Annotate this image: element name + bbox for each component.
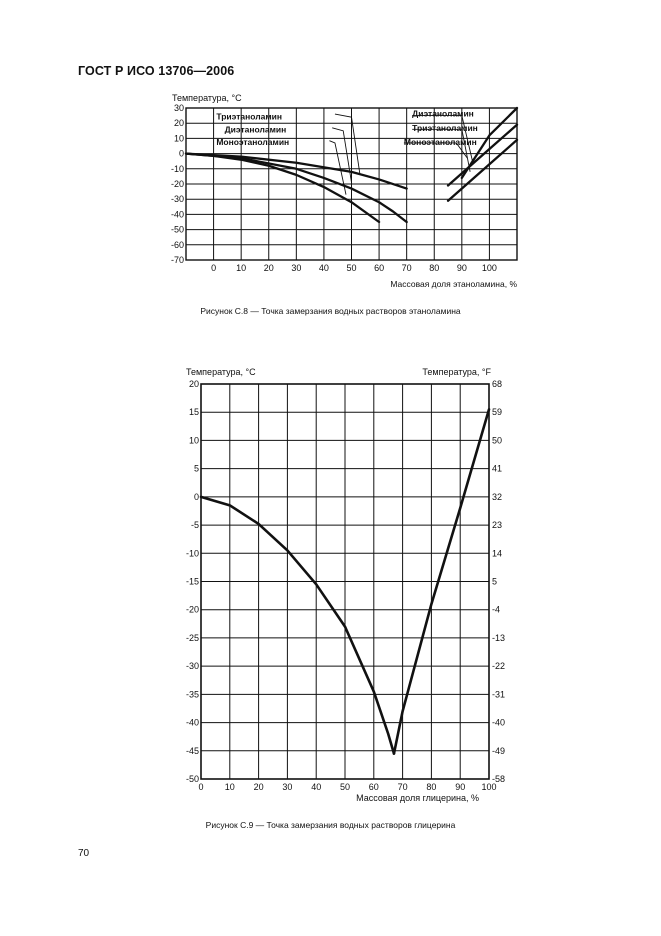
y-tick-label: 0 — [194, 492, 199, 502]
curve-label-leader — [334, 113, 361, 174]
x-tick-label: 60 — [369, 782, 379, 792]
x-tick-label: 30 — [291, 263, 301, 273]
x-tick-label: 100 — [482, 263, 497, 273]
series-line-3 — [184, 152, 408, 190]
x-tick-label: 80 — [426, 782, 436, 792]
y-tick-label: -25 — [186, 633, 199, 643]
y-tick-label: -20 — [186, 605, 199, 615]
y-tick-label-right: -4 — [492, 605, 500, 615]
x-tick-label: 40 — [319, 263, 329, 273]
y-axis-label: Температура, °С — [186, 367, 256, 377]
curve-label-leader — [329, 140, 347, 195]
y-tick-label: -5 — [191, 520, 199, 530]
y-tick-label: -50 — [171, 225, 184, 235]
y-axis-label: Температура, °С — [172, 93, 242, 103]
x-tick-label: 10 — [225, 782, 235, 792]
x-tick-label: 90 — [457, 263, 467, 273]
x-tick-label: 0 — [198, 782, 203, 792]
y-tick-label-right: 41 — [492, 464, 502, 474]
x-tick-label: 50 — [340, 782, 350, 792]
x-tick-label: 10 — [236, 263, 246, 273]
curve-label: Моноэтаноламин — [404, 137, 477, 147]
y-tick-label: 30 — [174, 103, 184, 113]
y-tick-label: 20 — [189, 379, 199, 389]
curve-label: Триэтаноламин — [412, 123, 478, 133]
plot-frame — [200, 383, 490, 780]
y-tick-label: -70 — [171, 255, 184, 265]
y-tick-label: -30 — [186, 661, 199, 671]
curve-label-leader — [412, 115, 474, 163]
y-tick-label: 15 — [189, 407, 199, 417]
document-header: ГОСТ Р ИСО 13706—2006 — [78, 64, 235, 78]
y-tick-label-right: 23 — [492, 520, 502, 530]
series-line-6 — [460, 106, 519, 180]
y-tick-label: -30 — [171, 194, 184, 204]
y-tick-label: -40 — [171, 209, 184, 219]
curve-label: Моноэтаноламин — [216, 137, 289, 147]
y-tick-label-right: -58 — [492, 774, 505, 784]
y-tick-label-right: -49 — [492, 746, 505, 756]
figure-caption-c8: Рисунок С.8 — Точка замерзания водных ра… — [200, 306, 461, 316]
y-tick-label-right: 68 — [492, 379, 502, 389]
y-tick-label: 10 — [174, 133, 184, 143]
y-tick-label: -10 — [171, 164, 184, 174]
y-tick-label-right: -40 — [492, 718, 505, 728]
y-tick-label: 0 — [179, 149, 184, 159]
y-tick-label: -45 — [186, 746, 199, 756]
plot-frame — [185, 107, 518, 261]
page-number: 70 — [78, 848, 90, 859]
x-tick-label: 20 — [264, 263, 274, 273]
x-tick-label: 80 — [429, 263, 439, 273]
x-tick-label: 90 — [455, 782, 465, 792]
curve-label: Диэтаноламин — [225, 124, 287, 134]
y-tick-label: 10 — [189, 435, 199, 445]
curve-label: Триэтаноламин — [216, 111, 282, 121]
x-tick-label: 30 — [282, 782, 292, 792]
y-tick-label-right: 59 — [492, 407, 502, 417]
series-line-1 — [199, 495, 396, 755]
y-tick-label-right: 5 — [492, 577, 497, 587]
y-tick-label: -50 — [186, 774, 199, 784]
y-tick-label-right: 50 — [492, 435, 502, 445]
y-tick-label: -40 — [186, 718, 199, 728]
x-axis-label: Массовая доля глицерина, % — [356, 793, 479, 803]
series-line-4 — [446, 138, 519, 202]
x-tick-label: 50 — [346, 263, 356, 273]
y-tick-label-right: -22 — [492, 661, 505, 671]
y-tick-label-right: 32 — [492, 492, 502, 502]
curve-label: Диэтаноламин — [412, 108, 474, 118]
x-tick-label: 60 — [374, 263, 384, 273]
x-tick-label: 100 — [481, 782, 496, 792]
y-tick-label: -60 — [171, 240, 184, 250]
x-tick-label: 40 — [311, 782, 321, 792]
series-line-2 — [392, 408, 491, 755]
y-tick-label-right: -13 — [492, 633, 505, 643]
y-tick-label: -20 — [171, 179, 184, 189]
y-tick-label: -15 — [186, 577, 199, 587]
curve-label-leader — [332, 127, 352, 183]
y-tick-label-right: -31 — [492, 689, 505, 699]
x-tick-label: 70 — [398, 782, 408, 792]
y-tick-label: 20 — [174, 118, 184, 128]
figure-caption-c9: Рисунок С.9 — Точка замерзания водных ра… — [205, 820, 456, 830]
x-axis-label: Массовая доля этаноламина, % — [390, 279, 517, 289]
y-tick-label-right: 14 — [492, 548, 502, 558]
x-tick-label: 70 — [402, 263, 412, 273]
y-tick-label: -35 — [186, 689, 199, 699]
x-tick-label: 20 — [254, 782, 264, 792]
y-tick-label: -10 — [186, 548, 199, 558]
series-line-2 — [184, 152, 408, 224]
curve-label-leader — [403, 142, 468, 159]
x-tick-label: 0 — [211, 263, 216, 273]
y-axis-label-right: Температура, °F — [422, 367, 491, 377]
glycerin-freezing-chart: 20151050-5-10-15-20-25-30-35-40-45-50685… — [186, 367, 505, 803]
series-line-5 — [446, 123, 519, 187]
y-tick-label: 5 — [194, 464, 199, 474]
